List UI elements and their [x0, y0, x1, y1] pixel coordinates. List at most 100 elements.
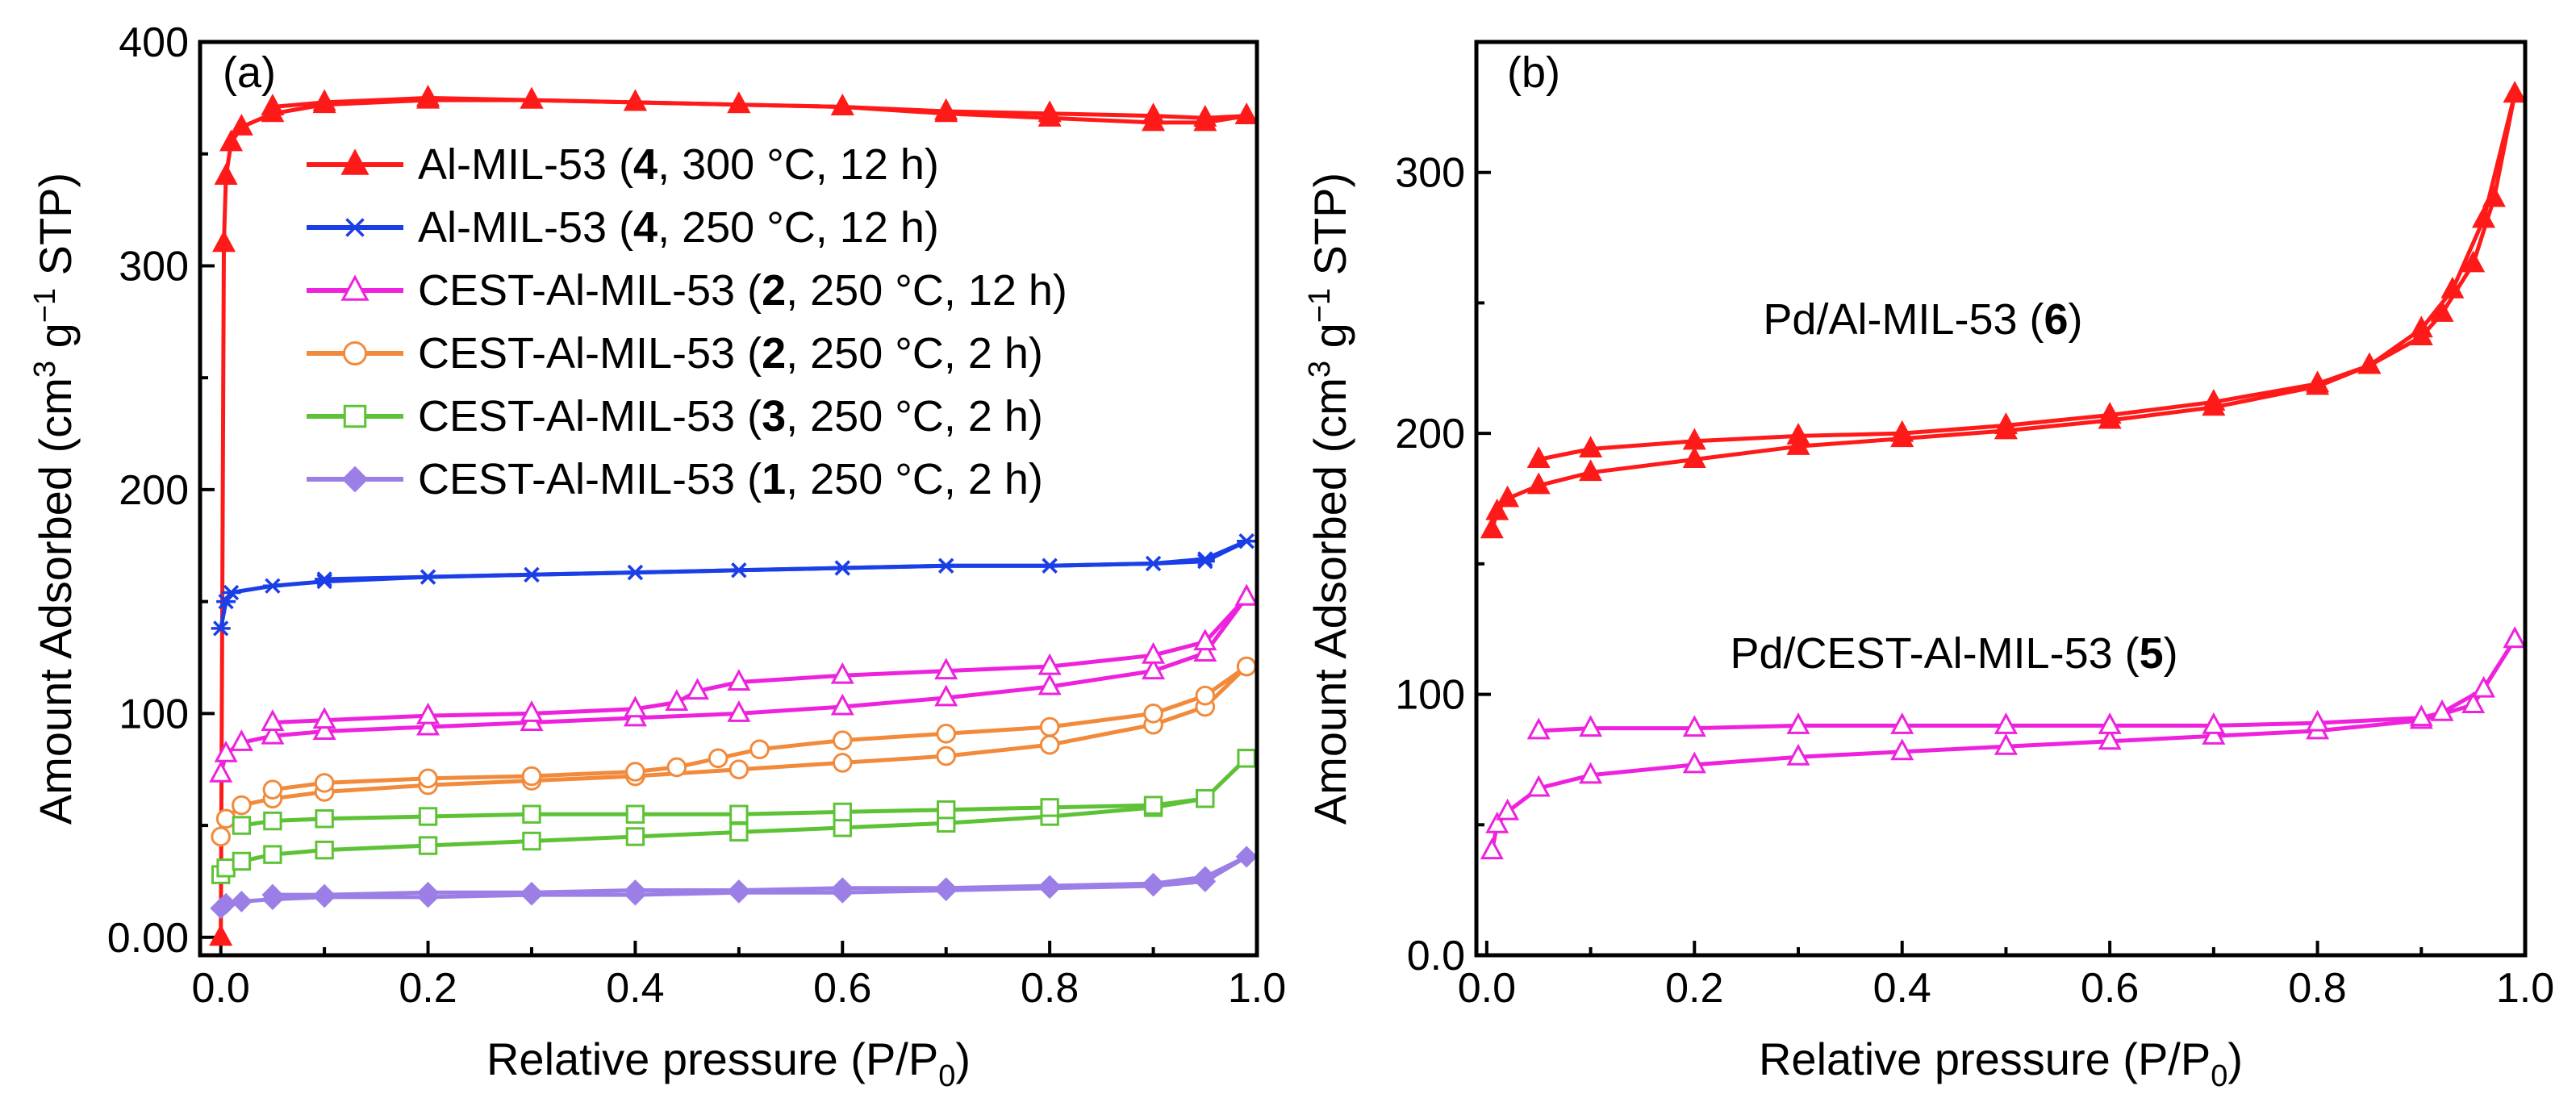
legend-item-cest-2-12h: CEST-Al-MIL-53 (2, 250 °C, 12 h) — [307, 266, 1067, 315]
data-point-adsorption — [1485, 498, 1509, 520]
data-point-desorption — [728, 879, 750, 901]
data-point-desorption — [2306, 709, 2330, 732]
panel-b-frame — [1474, 40, 2528, 958]
data-point-desorption — [1786, 712, 1810, 734]
data-point-desorption — [262, 779, 283, 800]
legend-item-al-mil-53-4-250c: Al-MIL-53 (4, 250 °C, 12 h) — [307, 203, 939, 252]
data-point-desorption — [418, 807, 438, 826]
data-point-desorption — [625, 762, 645, 782]
data-point-adsorption — [230, 890, 253, 912]
data-point-desorption — [312, 89, 336, 111]
y-tick-label: 300 — [1395, 150, 1465, 197]
data-point-desorption — [729, 562, 749, 578]
legend-symbol — [340, 274, 369, 301]
data-point-desorption — [2503, 626, 2527, 649]
data-point-desorption — [666, 757, 687, 778]
data-point-desorption — [313, 883, 336, 906]
series-5 — [210, 846, 1258, 920]
x-tick-label: 0.2 — [1665, 965, 1723, 1012]
data-point-adsorption — [211, 620, 231, 637]
data-point-desorption — [1038, 875, 1061, 897]
data-point-adsorption — [2202, 722, 2226, 745]
data-point-desorption — [521, 566, 541, 583]
data-point-desorption — [418, 569, 438, 585]
data-point-adsorption — [219, 129, 244, 152]
legend-symbol — [343, 404, 367, 428]
panel-a-legend: Al-MIL-53 (4, 300 °C, 12 h) Al-MIL-53 (4… — [307, 140, 1067, 503]
data-point-adsorption — [262, 578, 282, 594]
legend-label: CEST-Al-MIL-53 (3, 250 °C, 2 h) — [418, 392, 1043, 441]
data-point-desorption — [2430, 699, 2454, 721]
data-point-desorption — [2357, 352, 2382, 374]
series-3 — [211, 656, 1257, 847]
data-point-desorption — [1143, 704, 1163, 724]
data-point-desorption — [417, 881, 439, 904]
data-point-adsorption — [214, 740, 238, 762]
data-point-desorption — [832, 730, 853, 750]
data-point-desorption — [1143, 796, 1163, 815]
x-tick-label: 1.0 — [1228, 965, 1286, 1012]
data-point-desorption — [2409, 324, 2433, 345]
y-tick-label: 100 — [119, 691, 189, 737]
marker-stroke — [731, 562, 747, 578]
panel-a-curves — [209, 85, 1259, 946]
marker-stroke — [834, 560, 850, 576]
y-tick-label: 400 — [119, 19, 189, 66]
data-point-desorption — [2503, 81, 2527, 103]
x-tick-label: 1.0 — [2496, 965, 2554, 1012]
x-tick-label: 0.8 — [1021, 965, 1079, 1012]
data-point-desorption — [2409, 704, 2433, 727]
marker-stroke — [524, 566, 540, 583]
data-point-desorption — [749, 739, 770, 760]
data-point-desorption — [1037, 100, 1062, 123]
panel-b-curves — [1480, 81, 2527, 860]
legend-item-cest-3-2h: CEST-Al-MIL-53 (3, 250 °C, 2 h) — [307, 392, 1043, 441]
data-point-desorption — [1193, 628, 1217, 651]
data-point-adsorption — [729, 759, 749, 780]
panel-a-frame — [198, 40, 1259, 958]
panel-b-label: (b) — [1507, 48, 1560, 97]
data-point-adsorption — [1682, 446, 1706, 468]
data-point-desorption — [314, 773, 335, 793]
marker-stroke — [1042, 558, 1058, 574]
marker-stroke — [627, 564, 644, 581]
x-tick-label: 0.0 — [1458, 965, 1516, 1012]
series-0 — [209, 85, 1259, 946]
data-point-desorption — [1682, 715, 1706, 737]
panel-a-x-axis-title: Relative pressure (P/P0) — [486, 1034, 971, 1093]
data-point-desorption — [2202, 712, 2226, 734]
data-point-desorption — [625, 564, 645, 581]
data-point-adsorption — [1039, 734, 1060, 755]
data-point-desorption — [261, 883, 284, 906]
data-point-desorption — [665, 689, 689, 711]
data-point-desorption — [520, 881, 543, 904]
data-point-desorption — [1037, 653, 1062, 675]
data-point-desorption — [2306, 370, 2330, 393]
data-point-adsorption — [232, 795, 252, 816]
data-point-desorption — [1237, 749, 1256, 768]
data-point-adsorption — [416, 713, 440, 736]
data-point-adsorption — [2098, 728, 2122, 750]
data-point-desorption — [934, 98, 958, 120]
data-point-adsorption — [1994, 733, 2018, 755]
data-point-adsorption — [833, 818, 852, 837]
y-tick-label: 300 — [119, 243, 189, 290]
series-line-desorption — [272, 595, 1249, 725]
data-point-adsorption — [215, 808, 236, 829]
data-point-desorption — [2202, 388, 2226, 411]
data-point-adsorption — [1526, 775, 1551, 797]
marker-stroke — [420, 569, 436, 585]
data-point-desorption — [1039, 716, 1060, 737]
legend-marker — [307, 341, 403, 365]
marker-stroke — [218, 593, 234, 610]
data-point-desorption — [232, 816, 252, 835]
data-point-adsorption — [216, 858, 236, 878]
data-point-desorption — [625, 804, 645, 824]
data-point-desorption — [1040, 558, 1060, 574]
legend-label: CEST-Al-MIL-53 (2, 250 °C, 12 h) — [418, 266, 1067, 315]
legend-marker — [307, 466, 403, 493]
annotation-pd-cest-al-mil-53: Pd/CEST-Al-MIL-53 (5) — [1731, 629, 2178, 678]
data-point-desorption — [1526, 446, 1551, 468]
data-point-desorption — [261, 94, 285, 115]
